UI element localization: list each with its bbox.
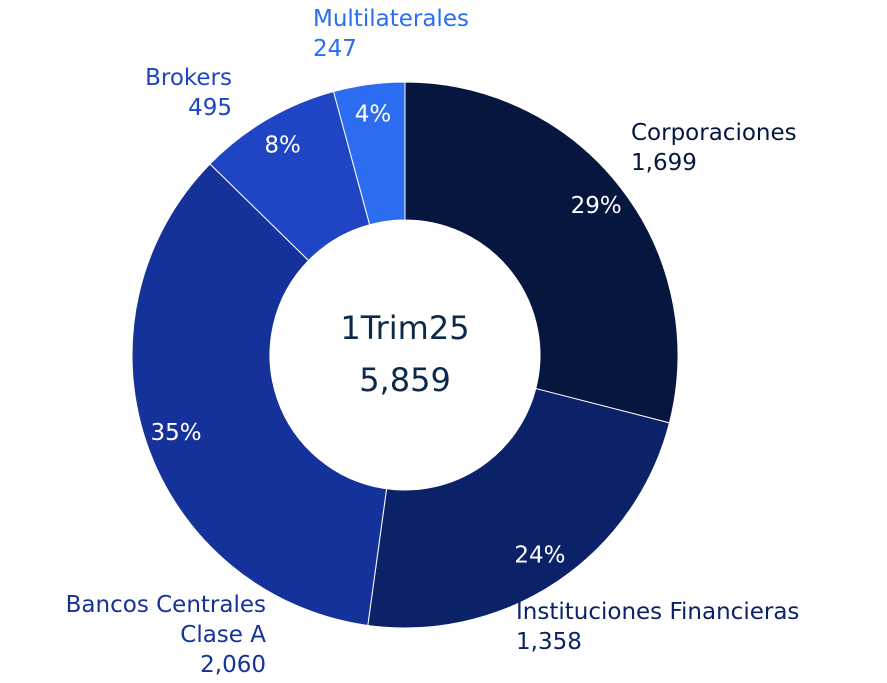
slices (131, 81, 679, 629)
slice (332, 81, 406, 226)
slice-label: Instituciones Financieras 1,358 (516, 597, 799, 657)
center-title: 1Trim25 (340, 309, 469, 347)
percent-label: 8% (264, 133, 301, 159)
slice (131, 163, 388, 627)
value-label: 1,358 (516, 629, 582, 655)
percent-label: 35% (150, 420, 201, 446)
percent-label: 24% (514, 542, 565, 568)
category-name: Bancos Centrales Clase A (65, 592, 266, 648)
percent-label: 4% (355, 102, 392, 128)
category-name: Corporaciones (631, 120, 797, 146)
value-label: 247 (313, 36, 357, 62)
slice (404, 81, 679, 424)
percent-label: 29% (571, 193, 622, 219)
slice-label: Bancos Centrales Clase A 2,060 (66, 590, 266, 680)
category-name: Brokers (145, 65, 232, 91)
slice-label: Brokers 495 (145, 63, 232, 123)
slice-label: Corporaciones 1,699 (631, 118, 797, 178)
value-label: 1,699 (631, 150, 697, 176)
category-name: Instituciones Financieras (516, 599, 800, 625)
category-name: Multilaterales (313, 6, 469, 32)
value-label: 495 (188, 95, 232, 121)
slice-label: Multilaterales 247 (313, 4, 469, 64)
value-label: 2,060 (200, 652, 266, 678)
center-value: 5,859 (359, 361, 451, 399)
slice (367, 387, 671, 629)
